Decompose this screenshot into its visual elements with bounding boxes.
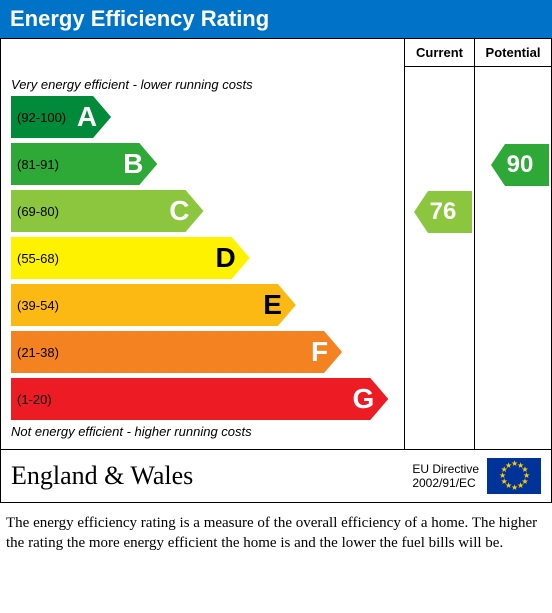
directive-line-1: EU Directive <box>412 462 479 476</box>
band-range: (21-38) <box>17 345 59 360</box>
current-rating-pointer: 76 <box>414 191 472 233</box>
band-letter: G <box>353 383 375 415</box>
chart-title: Energy Efficiency Rating <box>0 0 552 38</box>
band-row: (39-54) E <box>11 284 396 326</box>
current-header: Current <box>405 39 474 67</box>
band-range: (39-54) <box>17 298 59 313</box>
band-row: (21-38) F <box>11 331 396 373</box>
eu-directive: EU Directive 2002/91/EC <box>412 462 479 490</box>
band-range: (92-100) <box>17 110 66 125</box>
potential-header: Potential <box>475 39 551 67</box>
hint-top: Very energy efficient - lower running co… <box>11 77 404 92</box>
band-row: (1-20) G <box>11 378 396 420</box>
band-letter: C <box>169 195 189 227</box>
band-row: (69-80) C <box>11 190 396 232</box>
band-range: (55-68) <box>17 251 59 266</box>
band-bar-b: (81-91) B <box>11 143 157 185</box>
bands-area: (92-100) A (81-91) B (69-80) C (55-68) D (39-54)… <box>11 96 404 420</box>
band-bar-c: (69-80) C <box>11 190 204 232</box>
potential-column: Potential 90 <box>475 39 551 449</box>
footer-row: England & Wales EU Directive 2002/91/EC … <box>0 450 552 503</box>
epc-chart: Energy Efficiency Rating Very energy eff… <box>0 0 552 564</box>
eu-star-icon: ★ <box>505 461 512 470</box>
band-range: (1-20) <box>17 392 52 407</box>
current-rating-value: 76 <box>430 198 457 226</box>
directive-line-2: 2002/91/EC <box>412 476 479 490</box>
band-letter: A <box>77 101 97 133</box>
chart-body: Very energy efficient - lower running co… <box>0 38 552 450</box>
band-bar-g: (1-20) G <box>11 378 388 420</box>
potential-rating-value: 90 <box>507 151 534 179</box>
band-bar-d: (55-68) D <box>11 237 250 279</box>
band-row: (55-68) D <box>11 237 396 279</box>
current-column: Current 76 <box>405 39 475 449</box>
eu-flag-icon: ★★★★★★★★★★★★ <box>487 458 541 494</box>
potential-rating-pointer: 90 <box>491 144 549 186</box>
hint-bottom: Not energy efficient - higher running co… <box>11 424 404 439</box>
region-label: England & Wales <box>11 461 412 491</box>
band-range: (81-91) <box>17 157 59 172</box>
band-bar-a: (92-100) A <box>11 96 111 138</box>
band-letter: B <box>123 148 143 180</box>
band-row: (81-91) B <box>11 143 396 185</box>
band-row: (92-100) A <box>11 96 396 138</box>
band-letter: D <box>215 242 235 274</box>
band-bar-e: (39-54) E <box>11 284 296 326</box>
band-range: (69-80) <box>17 204 59 219</box>
band-letter: F <box>311 336 328 368</box>
chart-caption: The energy efficiency rating is a measur… <box>0 503 552 564</box>
band-bar-f: (21-38) F <box>11 331 342 373</box>
band-letter: E <box>263 289 282 321</box>
bands-column: Very energy efficient - lower running co… <box>1 39 405 449</box>
